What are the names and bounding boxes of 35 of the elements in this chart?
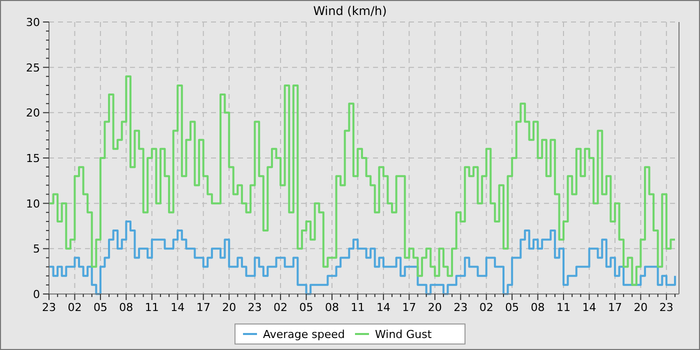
x-tick-label: 08 <box>530 301 545 314</box>
x-tick-label: 23 <box>454 301 468 314</box>
chart-title: Wind (km/h) <box>313 4 387 18</box>
x-tick-label: 02 <box>68 301 82 314</box>
x-tick-label: 11 <box>144 301 159 314</box>
x-tick-label: 05 <box>299 301 314 314</box>
x-tick-label: 17 <box>196 301 210 314</box>
y-tick-label: 5 <box>33 242 40 256</box>
y-tick-label: 25 <box>26 61 40 74</box>
x-tick-label: 17 <box>402 301 416 314</box>
x-tick-label: 02 <box>479 301 494 314</box>
x-tick-label: 20 <box>634 301 648 314</box>
y-tick-label: 10 <box>26 197 40 210</box>
x-tick-label: 11 <box>350 301 365 314</box>
x-tick-label: 14 <box>170 301 185 314</box>
legend-label: Average speed <box>263 328 345 341</box>
x-tick-label: 02 <box>274 301 288 314</box>
y-tick-label: 0 <box>33 288 40 301</box>
x-tick-label: 05 <box>505 301 520 314</box>
x-tick-label: 08 <box>324 301 339 314</box>
x-tick-label: 08 <box>119 301 134 314</box>
y-tick-label: 30 <box>26 16 40 29</box>
x-tick-label: 14 <box>376 301 390 314</box>
x-tick-label: 11 <box>556 301 571 314</box>
x-tick-label: 17 <box>608 301 622 314</box>
y-tick-label: 20 <box>26 106 40 120</box>
x-tick-label: 05 <box>93 301 108 314</box>
x-tick-label: 23 <box>42 301 56 314</box>
x-tick-label: 20 <box>222 301 236 314</box>
x-tick-label: 23 <box>659 301 674 314</box>
y-tick-label: 15 <box>26 152 40 165</box>
x-tick-label: 23 <box>248 301 262 314</box>
legend-label: Wind Gust <box>375 328 432 341</box>
x-tick-label: 20 <box>428 301 442 314</box>
x-tick-label: 14 <box>582 301 596 314</box>
